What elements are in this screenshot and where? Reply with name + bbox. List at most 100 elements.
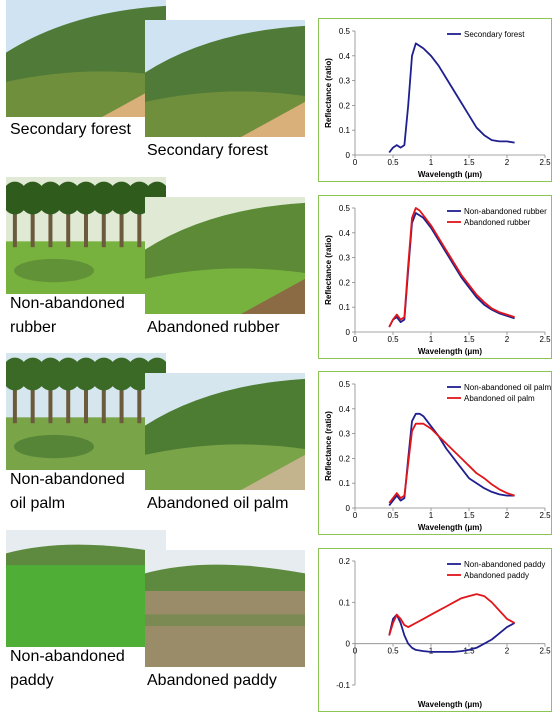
x-tick-label: 0: [353, 158, 358, 167]
x-axis-label: Wavelength (μm): [418, 170, 482, 179]
y-tick-label: 0.4: [339, 405, 351, 414]
legend-entry: Abandoned paddy: [464, 571, 529, 580]
x-tick-label: 1.5: [463, 335, 475, 344]
x-tick-label: 2: [505, 158, 510, 167]
x-tick-label: 0: [353, 647, 358, 656]
y-tick-label: 0.5: [339, 27, 351, 36]
left-photo-caption: rubber: [10, 319, 57, 336]
x-axis-label: Wavelength (μm): [418, 700, 482, 709]
legend-entry: Non-abandoned oil palm: [464, 383, 552, 392]
legend-entry: Secondary forest: [464, 30, 525, 39]
x-tick-label: 2.5: [539, 335, 551, 344]
photo-right: [145, 550, 305, 667]
x-tick-label: 0: [353, 511, 358, 520]
right-photo-caption: Abandoned oil palm: [147, 495, 289, 512]
x-tick-label: 1: [429, 511, 434, 520]
y-tick-label: 0.2: [339, 557, 351, 566]
paddy-photo: [6, 530, 166, 647]
y-tick-label: 0: [346, 640, 351, 649]
photo-left: [6, 353, 166, 470]
right-photo-caption: Abandoned rubber: [147, 319, 280, 336]
line-chart: 0 0.1 0.2 0.3 0.4 0.5 0 0.5 1 1.5 2 2.5 Wavelength (…: [324, 204, 551, 356]
y-tick-label: 0.1: [339, 303, 351, 312]
legend-entry: Non-abandoned paddy: [464, 560, 545, 569]
y-tick-label: 0.2: [339, 454, 351, 463]
y-tick-label: 0.3: [339, 77, 351, 86]
x-tick-label: 1: [429, 335, 434, 344]
x-tick-label: 2: [505, 511, 510, 520]
x-tick-label: 0.5: [387, 158, 399, 167]
spectral-chart: 0 0.1 0.2 0.3 0.4 0.5 0 0.5 1 1.5 2 2.5 Wavelength (…: [318, 18, 552, 182]
y-tick-label: 0.2: [339, 278, 351, 287]
photo-right: [145, 197, 305, 314]
figure-panel: Non-abandoned rubber Abandoned rubber 0 0.1 0…: [0, 177, 560, 359]
x-tick-label: 1.5: [463, 647, 475, 656]
x-tick-label: 2: [505, 335, 510, 344]
spectral-chart: 0 0.1 0.2 0.3 0.4 0.5 0 0.5 1 1.5 2 2.5 Wavelength (…: [318, 371, 552, 535]
y-tick-label: 0: [346, 328, 351, 337]
series-line: [388, 593, 516, 636]
y-axis-label: Reflectance (ratio): [324, 235, 333, 305]
legend-entry: Abandoned oil palm: [464, 394, 535, 403]
y-tick-label: -0.1: [336, 681, 350, 690]
photo-left: [6, 177, 166, 294]
legend-entry: Non-abandoned rubber: [464, 207, 547, 216]
left-photo-caption: Non-abandoned: [10, 295, 125, 312]
x-tick-label: 0: [353, 335, 358, 344]
left-photo-caption: oil palm: [10, 495, 66, 512]
paddy-photo: [145, 550, 305, 667]
figure-panel: Non-abandoned paddy Abandoned paddy -0.1 0 0.…: [0, 530, 560, 712]
photo-right: [145, 373, 305, 490]
y-tick-label: 0.3: [339, 254, 351, 263]
figure-panel: Secondary forest Secondary forest 0 0.1 0.2 0…: [0, 0, 560, 182]
left-photo-caption: Non-abandoned: [10, 471, 125, 488]
x-tick-label: 0.5: [387, 335, 399, 344]
photo-left: [6, 0, 166, 117]
y-tick-label: 0.1: [339, 479, 351, 488]
legend-entry: Abandoned rubber: [464, 218, 531, 227]
line-chart: 0 0.1 0.2 0.3 0.4 0.5 0 0.5 1 1.5 2 2.5 Wavelength (…: [324, 380, 552, 532]
y-tick-label: 0.5: [339, 380, 351, 389]
landcover-photo: [145, 197, 305, 314]
series-line: [388, 212, 515, 328]
right-photo-caption: Abandoned paddy: [147, 672, 277, 689]
x-tick-label: 2.5: [539, 647, 551, 656]
y-tick-label: 0.2: [339, 101, 351, 110]
x-tick-label: 2.5: [539, 511, 551, 520]
x-tick-label: 2.5: [539, 158, 551, 167]
left-photo-caption: Secondary forest: [10, 121, 131, 138]
series-line: [388, 613, 516, 653]
photo-right: [145, 20, 305, 137]
landcover-photo: [6, 353, 166, 470]
series-line: [388, 42, 515, 154]
landcover-photo: [145, 373, 305, 490]
right-photo-caption: Secondary forest: [147, 142, 268, 159]
figure-panel: Non-abandoned oil palm Abandoned oil palm 0…: [0, 353, 560, 535]
y-tick-label: 0.3: [339, 430, 351, 439]
landcover-photo: [6, 0, 166, 117]
photo-left: [6, 530, 166, 647]
x-tick-label: 2: [505, 647, 510, 656]
spectral-chart: -0.1 0 0.1 0.2 0 0.5 1 1.5 2 2.5 Wavelength (μm) No…: [318, 548, 552, 712]
landcover-photo: [145, 20, 305, 137]
y-axis-label: Reflectance (ratio): [324, 411, 333, 481]
y-tick-label: 0: [346, 151, 351, 160]
x-tick-label: 0.5: [387, 647, 399, 656]
series-line: [388, 422, 515, 504]
x-axis-label: Wavelength (μm): [418, 347, 482, 356]
x-tick-label: 1: [429, 158, 434, 167]
x-tick-label: 0.5: [387, 511, 399, 520]
spectral-chart: 0 0.1 0.2 0.3 0.4 0.5 0 0.5 1 1.5 2 2.5 Wavelength (…: [318, 195, 552, 359]
y-tick-label: 0: [346, 504, 351, 513]
x-tick-label: 1.5: [463, 158, 475, 167]
y-tick-label: 0.5: [339, 204, 351, 213]
line-chart: 0 0.1 0.2 0.3 0.4 0.5 0 0.5 1 1.5 2 2.5 Wavelength (…: [324, 27, 551, 179]
x-axis-label: Wavelength (μm): [418, 523, 482, 532]
x-tick-label: 1.5: [463, 511, 475, 520]
left-photo-caption: Non-abandoned: [10, 648, 125, 665]
y-tick-label: 0.1: [339, 126, 351, 135]
left-photo-caption: paddy: [10, 672, 54, 689]
landcover-photo: [6, 177, 166, 294]
y-axis-label: Reflectance (ratio): [324, 58, 333, 128]
